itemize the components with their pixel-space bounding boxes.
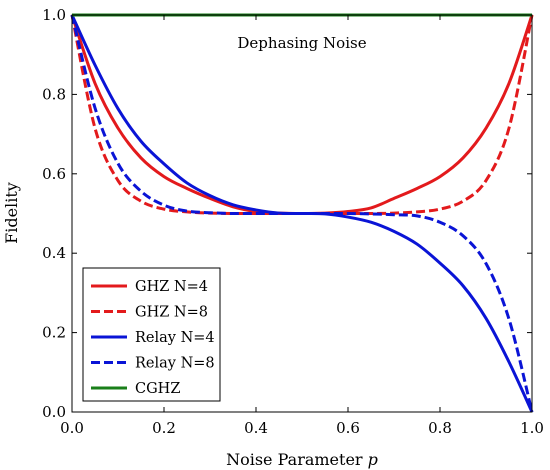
y-tick-label: 0.2 (42, 324, 66, 342)
legend-item: CGHZ (91, 381, 180, 397)
x-axis-label-text: Noise Parameter (226, 450, 368, 469)
legend-label: GHZ N=8 (135, 305, 208, 321)
y-tick-label: 0.6 (42, 165, 66, 183)
y-tick-label: 0.0 (42, 403, 66, 421)
legend-label: Relay N=4 (135, 330, 215, 346)
legend-item: GHZ N=4 (91, 279, 208, 295)
x-tick-label: 1.0 (520, 419, 544, 437)
x-axis-label-var: p (368, 450, 378, 469)
plot-frame (71, 14, 533, 413)
series-line-relay-n-8 (70, 14, 534, 413)
legend-item: Relay N=8 (91, 356, 215, 372)
x-axis-label: Noise Parameter p (226, 450, 378, 469)
legend: GHZ N=4 GHZ N=8 Relay N=4 Relay N=8 CGHZ (82, 267, 221, 402)
y-tick-label: 0.8 (42, 85, 66, 103)
y-tick-label: 1.0 (42, 6, 66, 24)
legend-entries: GHZ N=4 GHZ N=8 Relay N=4 Relay N=8 CGHZ (91, 279, 215, 397)
x-tick-label: 0.4 (244, 419, 268, 437)
x-tick-label: 0.6 (336, 419, 360, 437)
y-tick-label: 0.4 (42, 244, 66, 262)
x-tick-label: 0.2 (152, 419, 176, 437)
legend-label: GHZ N=4 (135, 279, 208, 295)
x-tick-label: 0.8 (428, 419, 452, 437)
legend-box (82, 267, 221, 402)
legend-item: GHZ N=8 (91, 305, 208, 321)
ticks-layer: 0.0 0.2 0.4 0.6 0.8 1.0 0.0 0.2 0.4 0.6 0.8 1.0 (42, 6, 544, 437)
legend-label: Relay N=8 (135, 356, 215, 372)
legend-item: Relay N=4 (91, 330, 215, 346)
legend-label: CGHZ (135, 381, 180, 397)
y-axis-label: Fidelity (2, 182, 21, 244)
x-tick-label: 0.0 (60, 419, 84, 437)
chart-annotation: Dephasing Noise (237, 34, 366, 52)
